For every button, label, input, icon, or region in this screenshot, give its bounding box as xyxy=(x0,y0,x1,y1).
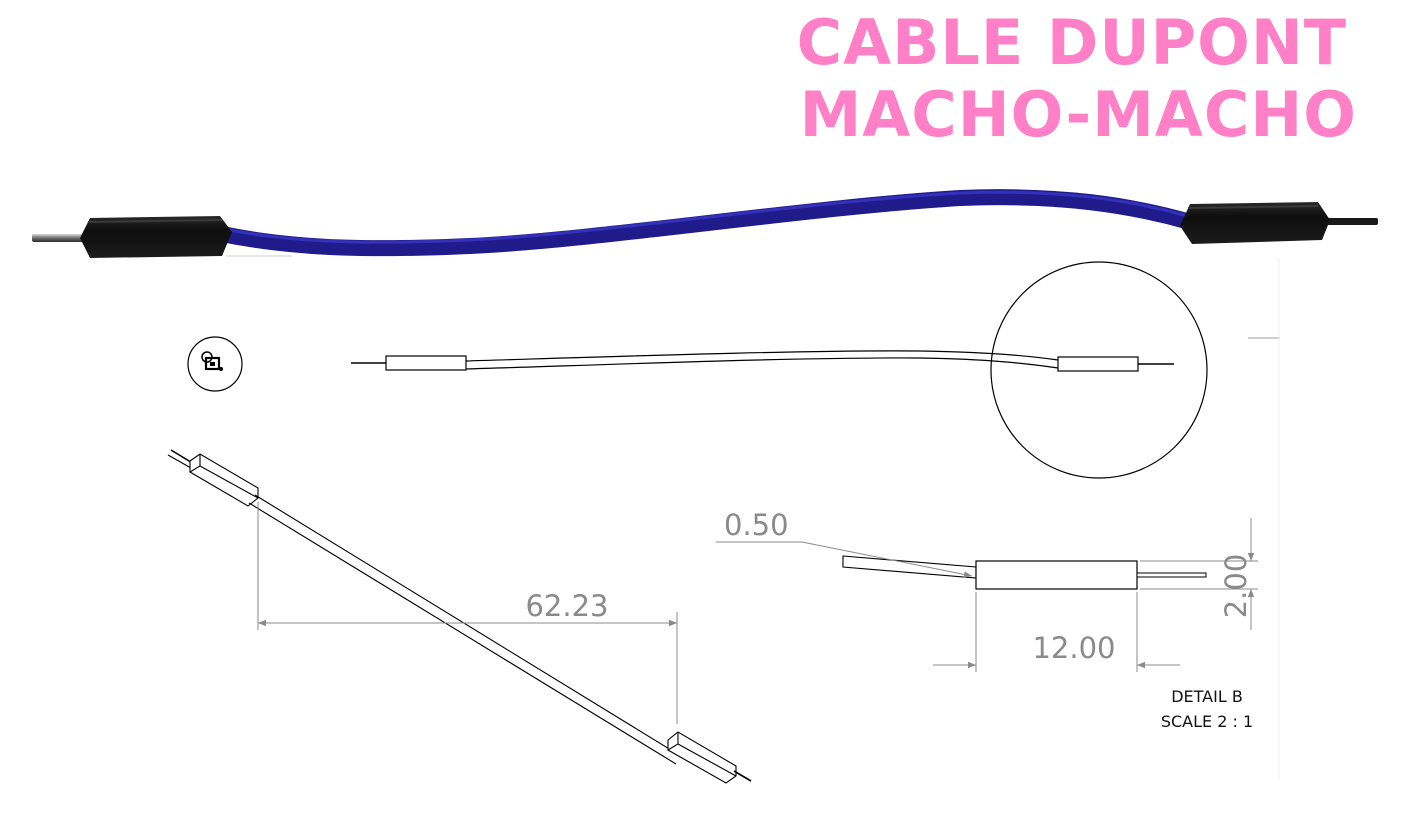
right-housing xyxy=(1180,202,1330,244)
left-housing-edge xyxy=(87,219,223,223)
front-view xyxy=(351,261,1208,479)
pin-diameter-dimension: 0.50 xyxy=(716,508,973,578)
housing-height-dimension: 2.00 xyxy=(1140,518,1258,630)
left-housing xyxy=(80,216,232,258)
detail-housing xyxy=(975,560,1138,590)
detail-b-circle xyxy=(990,261,1208,479)
rendered-cable xyxy=(32,189,1378,258)
overall-length-dimension: 62.23 xyxy=(257,502,678,724)
detail-wire-stub xyxy=(842,555,977,579)
detail-label: DETAIL B xyxy=(1171,687,1243,706)
pin-diameter-label: 0.50 xyxy=(724,508,789,542)
isometric-view xyxy=(167,449,752,784)
housing-length-dimension: 12.00 xyxy=(933,592,1180,672)
detail-b-view: 0.50 12.00 2.00 DETAIL B xyxy=(716,508,1258,731)
wire-highlight xyxy=(222,190,1190,244)
title-line-2: MACHO-MACHO xyxy=(799,78,1357,151)
right-housing-edge xyxy=(1187,205,1319,209)
blue-wire xyxy=(214,189,1198,257)
housing-length-label: 12.00 xyxy=(1032,631,1115,665)
detail-pin xyxy=(1136,572,1207,578)
left-pin xyxy=(32,234,84,242)
detail-scale: SCALE 2 : 1 xyxy=(1161,712,1253,731)
overall-length-label: 62.23 xyxy=(525,589,608,623)
view-orientation-icon xyxy=(187,336,243,392)
housing-height-label: 2.00 xyxy=(1219,554,1253,619)
title-line-1: CABLE DUPONT xyxy=(796,6,1347,79)
right-pin xyxy=(1325,218,1378,225)
